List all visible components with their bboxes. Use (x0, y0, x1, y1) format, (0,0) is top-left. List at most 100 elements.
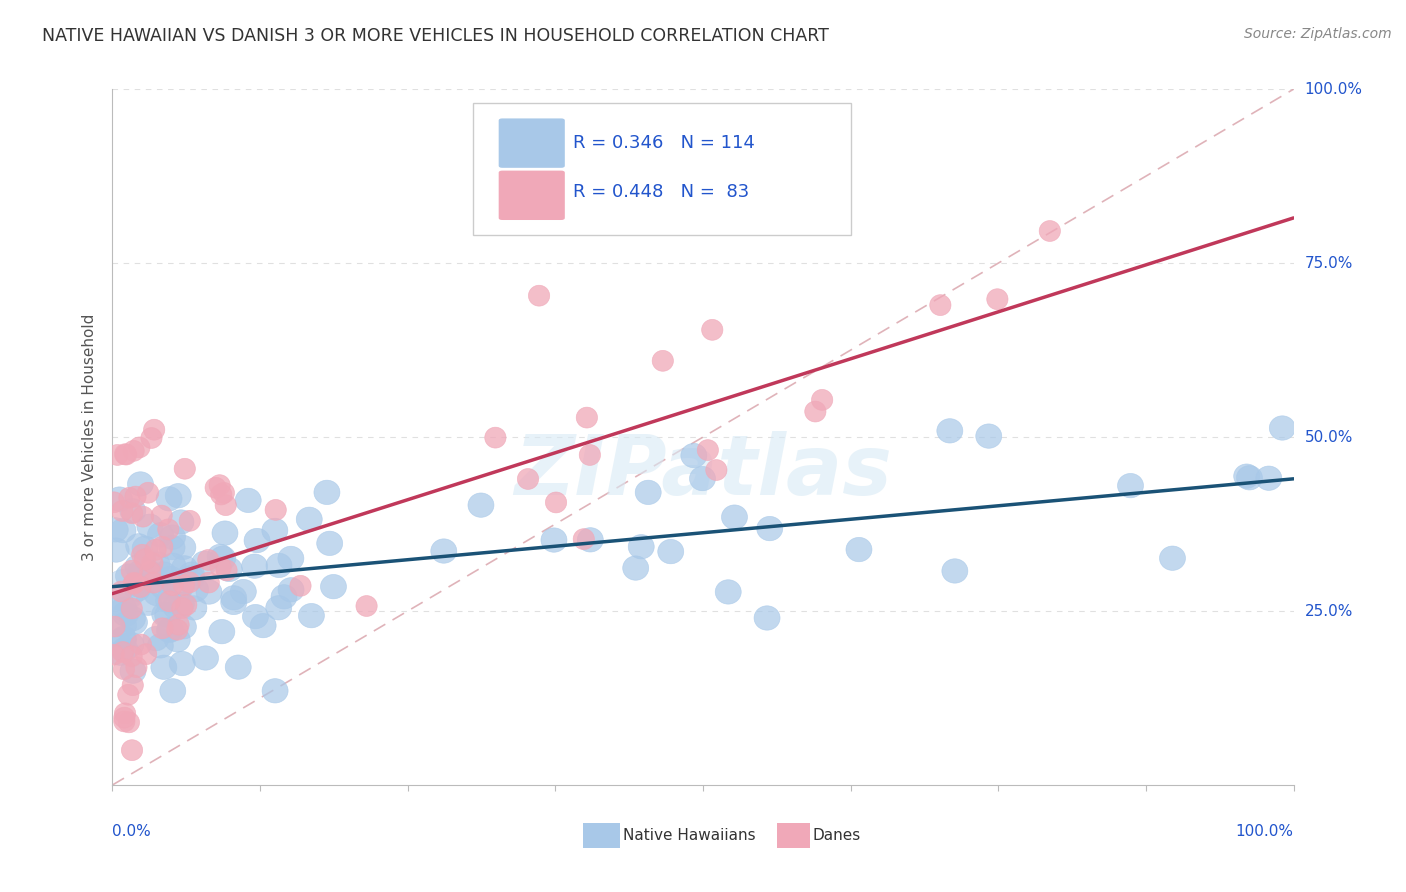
Ellipse shape (976, 424, 1001, 449)
Ellipse shape (150, 574, 176, 599)
Ellipse shape (1236, 466, 1263, 490)
Ellipse shape (242, 605, 269, 629)
Ellipse shape (143, 419, 165, 440)
Ellipse shape (115, 564, 142, 588)
Ellipse shape (167, 510, 194, 534)
Ellipse shape (181, 596, 207, 620)
Ellipse shape (209, 475, 231, 496)
FancyBboxPatch shape (778, 822, 810, 847)
Ellipse shape (214, 483, 235, 503)
Ellipse shape (172, 556, 197, 580)
Ellipse shape (209, 619, 235, 644)
Ellipse shape (135, 644, 156, 665)
Ellipse shape (846, 537, 872, 562)
Ellipse shape (541, 528, 567, 552)
Ellipse shape (756, 516, 783, 541)
Ellipse shape (112, 637, 138, 662)
Ellipse shape (114, 658, 135, 680)
Ellipse shape (942, 558, 967, 583)
Ellipse shape (138, 483, 159, 503)
Ellipse shape (235, 488, 262, 513)
Ellipse shape (170, 615, 197, 639)
Ellipse shape (207, 544, 233, 568)
Ellipse shape (578, 528, 603, 552)
Ellipse shape (125, 533, 152, 558)
Ellipse shape (929, 294, 950, 316)
Ellipse shape (209, 557, 231, 578)
Ellipse shape (658, 540, 683, 564)
Ellipse shape (107, 444, 128, 466)
Ellipse shape (125, 486, 146, 507)
Ellipse shape (172, 598, 193, 618)
Ellipse shape (576, 407, 598, 428)
Ellipse shape (103, 517, 128, 542)
Ellipse shape (697, 440, 718, 460)
Ellipse shape (1256, 466, 1282, 491)
Ellipse shape (125, 657, 148, 678)
Ellipse shape (298, 604, 325, 628)
Ellipse shape (111, 500, 132, 522)
Ellipse shape (179, 572, 200, 593)
Ellipse shape (193, 646, 218, 670)
Ellipse shape (124, 574, 145, 594)
Ellipse shape (245, 528, 270, 553)
Text: Source: ZipAtlas.com: Source: ZipAtlas.com (1244, 27, 1392, 41)
Ellipse shape (579, 444, 600, 466)
Ellipse shape (104, 616, 125, 637)
Ellipse shape (125, 577, 150, 601)
Ellipse shape (110, 593, 135, 617)
Ellipse shape (139, 561, 160, 582)
Ellipse shape (152, 602, 177, 626)
Ellipse shape (1270, 416, 1295, 440)
Ellipse shape (111, 626, 136, 650)
Ellipse shape (198, 549, 219, 570)
Text: 100.0%: 100.0% (1236, 824, 1294, 838)
Ellipse shape (636, 480, 661, 505)
FancyBboxPatch shape (499, 170, 565, 220)
Ellipse shape (173, 574, 194, 596)
Ellipse shape (179, 566, 204, 590)
Ellipse shape (132, 536, 157, 560)
Ellipse shape (114, 443, 136, 465)
Ellipse shape (129, 437, 150, 458)
Text: 75.0%: 75.0% (1305, 256, 1353, 270)
Ellipse shape (121, 610, 148, 634)
Ellipse shape (121, 646, 142, 666)
Ellipse shape (115, 444, 136, 465)
Ellipse shape (125, 555, 150, 579)
Ellipse shape (163, 595, 188, 619)
Ellipse shape (107, 487, 132, 511)
Ellipse shape (107, 641, 134, 665)
Ellipse shape (159, 525, 186, 549)
Ellipse shape (652, 351, 673, 371)
Ellipse shape (169, 592, 194, 616)
Ellipse shape (111, 581, 132, 602)
Ellipse shape (143, 573, 165, 593)
Ellipse shape (266, 553, 292, 578)
Ellipse shape (804, 401, 825, 422)
Ellipse shape (152, 618, 173, 639)
Ellipse shape (120, 499, 146, 523)
Text: ZIPatlas: ZIPatlas (515, 432, 891, 512)
Ellipse shape (103, 644, 124, 665)
Ellipse shape (217, 558, 242, 582)
Ellipse shape (811, 390, 832, 410)
Ellipse shape (1118, 474, 1143, 498)
Ellipse shape (169, 651, 195, 676)
Ellipse shape (136, 514, 163, 539)
Ellipse shape (1233, 464, 1260, 488)
Ellipse shape (150, 505, 173, 526)
Ellipse shape (221, 586, 246, 610)
Text: 50.0%: 50.0% (1305, 430, 1353, 444)
Ellipse shape (198, 572, 219, 593)
Ellipse shape (215, 495, 236, 516)
Ellipse shape (316, 532, 343, 556)
Ellipse shape (179, 562, 204, 586)
Ellipse shape (166, 483, 191, 508)
Ellipse shape (122, 441, 145, 461)
Ellipse shape (290, 575, 311, 596)
Text: 100.0%: 100.0% (1305, 82, 1362, 96)
Ellipse shape (156, 618, 183, 643)
Ellipse shape (143, 552, 170, 576)
Ellipse shape (114, 707, 135, 728)
